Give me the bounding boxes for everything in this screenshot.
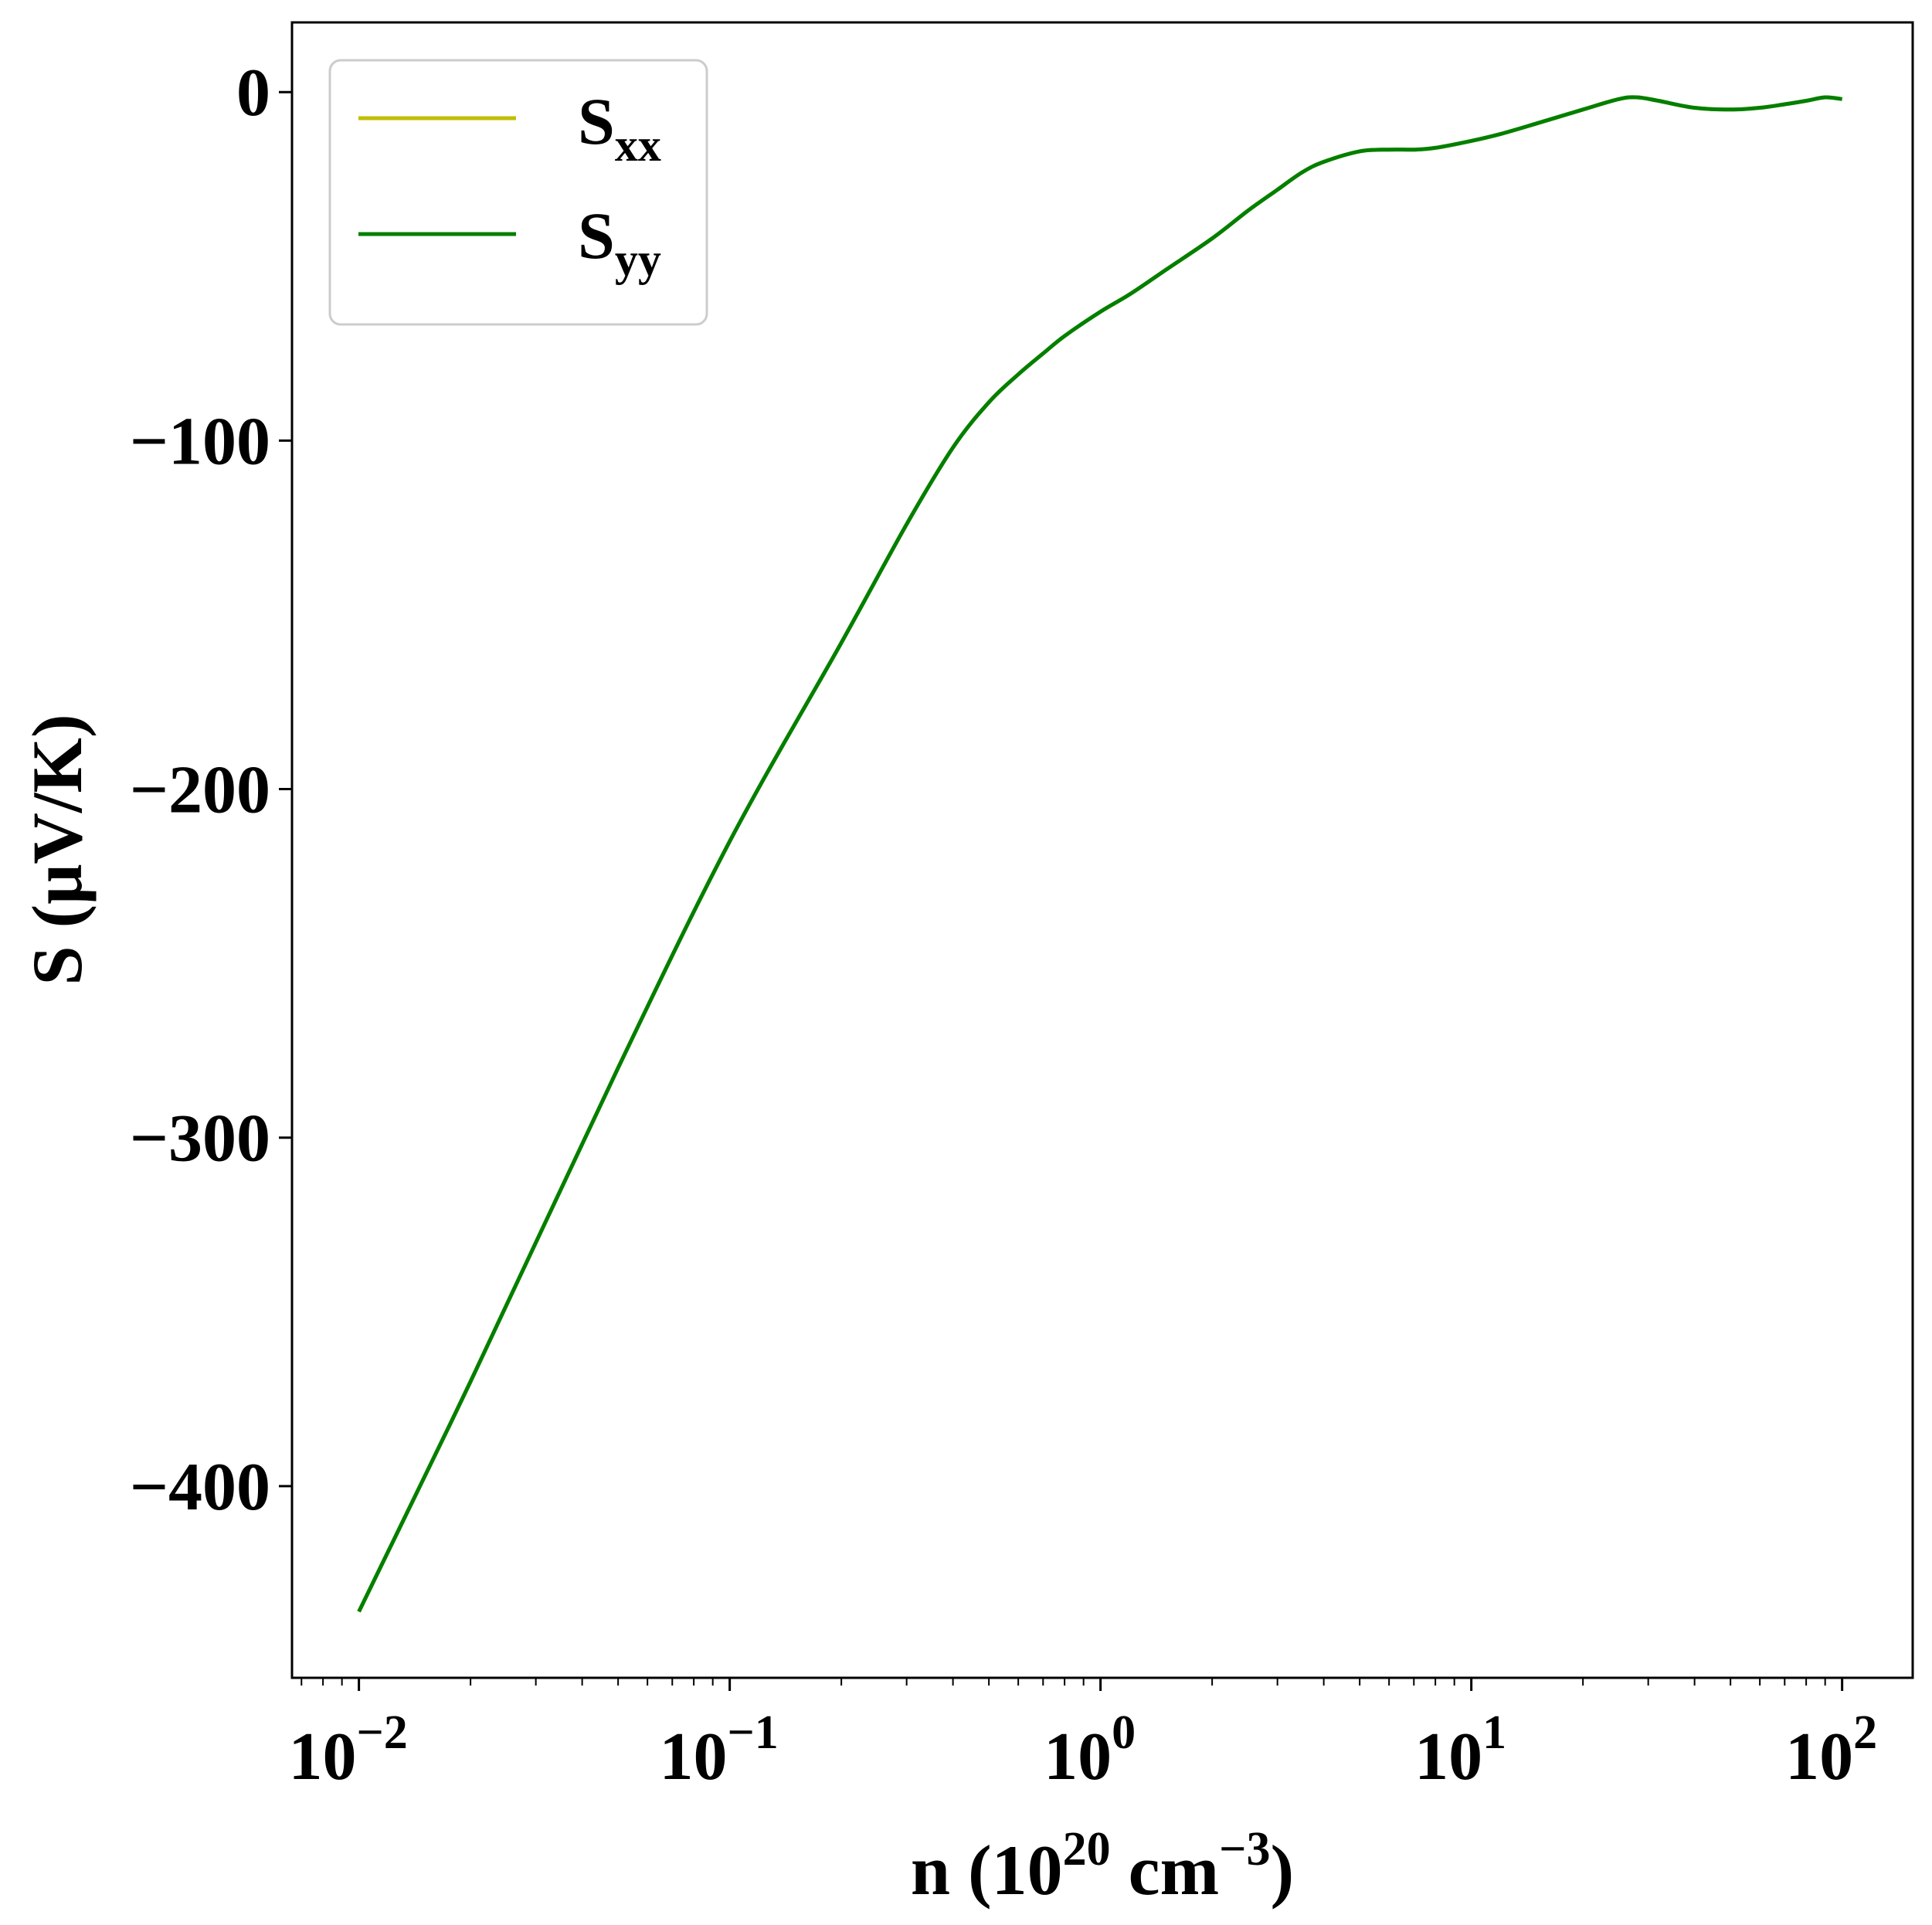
x-tick-label: 10−1 — [659, 1706, 778, 1794]
y-axis-ticks: 0 −100 −200 −300 −400 — [130, 56, 292, 1525]
y-tick-label: −400 — [130, 1450, 270, 1525]
y-tick-label: 0 — [236, 56, 270, 131]
legend-box — [328, 59, 708, 326]
y-axis-label: S (μV/K) — [18, 714, 97, 985]
legend-label-sxx: Sxx — [578, 84, 661, 171]
x-tick-label: 100 — [1044, 1706, 1136, 1794]
x-axis-ticks: 10−2 10−1 100 101 102 — [288, 1678, 1877, 1794]
x-tick-label: 10−2 — [288, 1706, 407, 1794]
plot-frame — [290, 21, 1914, 1679]
x-tick-label: 102 — [1785, 1706, 1877, 1794]
x-tick-label: 101 — [1414, 1706, 1506, 1794]
series-line-syy — [357, 95, 1842, 1613]
legend: Sxx Syy — [328, 59, 708, 326]
legend-label-syy: Syy — [578, 199, 661, 285]
series-layer — [357, 95, 1842, 1613]
x-axis-label: n (1020 cm−3) — [911, 1823, 1294, 1910]
y-tick-label: −100 — [130, 404, 270, 479]
y-tick-label: −200 — [130, 753, 270, 828]
y-tick-label: −300 — [130, 1102, 270, 1176]
